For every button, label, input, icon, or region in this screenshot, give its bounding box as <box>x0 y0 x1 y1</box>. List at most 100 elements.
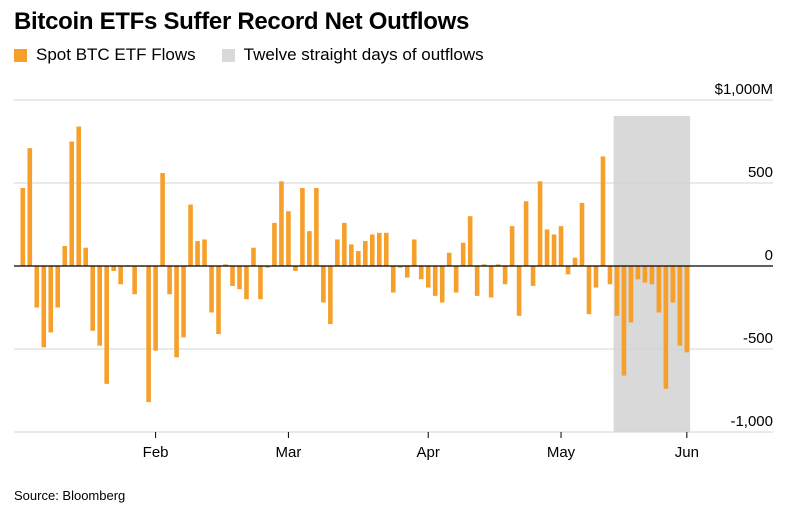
chart-title: Bitcoin ETFs Suffer Record Net Outflows <box>14 8 469 35</box>
flow-bar <box>439 266 445 303</box>
flow-bar <box>90 266 95 331</box>
flow-bar <box>223 264 228 266</box>
flow-bar <box>20 187 26 266</box>
legend-swatch-flows <box>14 48 27 62</box>
flow-bar <box>202 239 207 266</box>
flow-bar <box>41 266 47 348</box>
y-tick-label: -1,000 <box>730 413 773 430</box>
flow-bar <box>181 266 186 338</box>
legend-label-outflow-period: Twelve straight days of outflows <box>243 45 484 64</box>
flow-bar <box>69 141 75 266</box>
flow-bar <box>418 266 424 280</box>
flow-bar <box>167 266 172 295</box>
flow-bar <box>76 126 82 266</box>
flow-bar <box>111 266 116 271</box>
flow-bar <box>600 156 606 266</box>
flow-bar <box>579 202 585 266</box>
y-tick-label: $1,000M <box>715 81 773 98</box>
flow-bar <box>307 231 312 266</box>
flow-bar <box>293 266 298 271</box>
flow-bar <box>272 222 277 266</box>
flow-bar <box>502 266 508 285</box>
flow-bar <box>565 266 571 275</box>
flow-bar <box>649 266 655 285</box>
y-tick-label: 0 <box>765 247 773 264</box>
flow-bar <box>146 266 151 403</box>
flow-bar <box>195 241 200 266</box>
flow-bar <box>216 266 221 335</box>
flow-bar <box>635 266 641 280</box>
flow-bar <box>160 173 165 266</box>
flow-bar <box>558 226 564 266</box>
flow-bar <box>642 266 648 283</box>
flow-bar <box>363 241 368 266</box>
flow-bar <box>209 266 214 313</box>
flow-bar <box>467 216 473 266</box>
flow-bar <box>97 266 102 346</box>
flow-bar <box>321 266 326 303</box>
flow-bar <box>188 204 193 266</box>
flow-bar <box>48 266 54 333</box>
flow-bar <box>300 187 305 266</box>
flow-bar <box>586 266 592 315</box>
flow-bar <box>551 234 557 266</box>
flow-bar <box>509 226 515 266</box>
flow-bar <box>376 232 382 266</box>
source-note: Source: Bloomberg <box>14 488 126 503</box>
flow-bar <box>314 187 319 266</box>
flow-bar <box>628 266 634 323</box>
flow-bar <box>523 201 529 266</box>
flow-bar <box>237 266 242 290</box>
flow-bar <box>328 266 333 325</box>
flow-bar <box>481 264 487 266</box>
flow-bar <box>495 264 501 266</box>
flow-bar <box>572 257 578 266</box>
legend-swatch-outflow-period <box>221 48 235 62</box>
flow-bar <box>614 266 620 316</box>
flow-bar <box>62 246 68 266</box>
flow-bar <box>153 266 158 351</box>
x-tick-label: Apr <box>417 444 440 461</box>
flow-bar <box>118 266 123 285</box>
y-tick-label: 500 <box>748 164 773 181</box>
flow-bar <box>670 266 676 303</box>
flow-bar <box>488 266 494 298</box>
flow-bar <box>593 266 599 288</box>
flow-bar <box>656 266 662 313</box>
flow-bar <box>349 244 354 266</box>
legend-item-outflow-period: Twelve straight days of outflows <box>221 45 484 65</box>
legend: Spot BTC ETF Flows Twelve straight days … <box>14 44 510 66</box>
flow-bar <box>516 266 522 316</box>
bar-chart: $1,000M 500 0 -500 -1,000 Feb Mar Apr May Jun <box>14 81 773 461</box>
x-tick-label: Feb <box>143 444 169 461</box>
flow-bar <box>383 232 389 266</box>
legend-label-flows: Spot BTC ETF Flows <box>36 45 196 64</box>
flow-bar <box>356 251 361 266</box>
flow-bar <box>607 266 613 285</box>
flow-bar <box>446 252 452 266</box>
flow-bar <box>27 148 33 266</box>
flow-bar <box>34 266 40 308</box>
flow-bar <box>258 266 263 300</box>
flow-bar <box>230 266 235 286</box>
flow-bar <box>342 222 347 266</box>
y-tick-label: -500 <box>743 330 773 347</box>
x-tick-label: May <box>547 444 576 461</box>
flow-bar <box>286 211 291 266</box>
flow-bar <box>621 266 627 376</box>
flow-bar <box>544 229 550 266</box>
flow-bar <box>55 266 61 308</box>
flow-bar <box>132 266 137 295</box>
flow-bar <box>174 266 179 358</box>
flow-bar <box>251 247 256 266</box>
x-tick-label: Jun <box>675 444 699 461</box>
flow-bar <box>404 266 410 278</box>
flow-bar <box>370 234 375 266</box>
flow-bar <box>335 239 340 266</box>
flow-bar <box>425 266 431 288</box>
flow-bar <box>474 266 480 296</box>
legend-item-flows: Spot BTC ETF Flows <box>14 45 196 65</box>
flow-bar <box>453 266 459 293</box>
flow-bar <box>279 181 284 266</box>
flow-bar <box>432 266 438 296</box>
